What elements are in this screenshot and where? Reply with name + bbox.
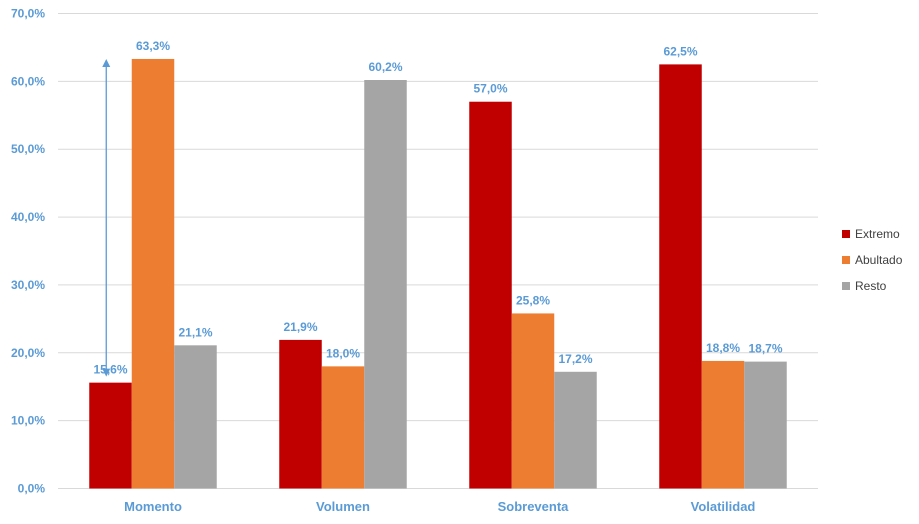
- bar-abultado-volumen: [321, 366, 365, 489]
- data-label: 62,5%: [663, 44, 697, 58]
- legend: Extremo Abultado Resto: [842, 227, 903, 293]
- category-label: Sobreventa: [498, 499, 570, 514]
- category-label: Volatilidad: [691, 499, 756, 514]
- data-label: 57,0%: [473, 82, 507, 96]
- data-label: 21,9%: [283, 320, 317, 334]
- bar-extremo-volumen: [279, 339, 322, 489]
- data-label: 15,6%: [93, 363, 127, 377]
- category-label: Momento: [124, 499, 182, 514]
- data-labels: 15,6% 63,3% 21,1% 21,9% 18,0% 60,2% 57,0% 25,8%…: [93, 39, 782, 377]
- data-label: 18,0%: [326, 346, 360, 360]
- bar-abultado-momento: [131, 58, 175, 489]
- bar-resto-momento: [174, 345, 217, 489]
- legend-swatch: [842, 282, 850, 290]
- bar-abultado-volatilidad: [701, 360, 745, 489]
- data-label: 21,1%: [178, 325, 212, 339]
- legend-label: Abultado: [855, 253, 903, 267]
- data-label: 18,7%: [748, 342, 782, 356]
- legend-label: Extremo: [855, 227, 900, 241]
- legend-label: Resto: [855, 279, 887, 293]
- data-label: 25,8%: [516, 293, 550, 307]
- y-tick-label: 0,0%: [18, 482, 46, 496]
- arrow-head-up-icon: [102, 58, 111, 67]
- bar-extremo-momento: [89, 382, 132, 489]
- category-label: Volumen: [316, 499, 370, 514]
- y-axis-tick-labels: 0,0% 10,0% 20,0% 30,0% 40,0% 50,0% 60,0% 70,0%: [11, 7, 45, 496]
- data-label: 63,3%: [136, 39, 170, 53]
- y-tick-label: 10,0%: [11, 414, 45, 428]
- category-labels: Momento Volumen Sobreventa Volatilidad: [124, 499, 755, 514]
- bar-extremo-sobreventa: [469, 101, 512, 489]
- y-tick-label: 20,0%: [11, 346, 45, 360]
- y-tick-label: 40,0%: [11, 210, 45, 224]
- data-label: 60,2%: [368, 60, 402, 74]
- y-tick-label: 70,0%: [11, 7, 45, 21]
- y-tick-label: 50,0%: [11, 142, 45, 156]
- y-tick-label: 60,0%: [11, 74, 45, 88]
- bar-resto-volatilidad: [744, 361, 787, 489]
- legend-swatch: [842, 256, 850, 264]
- bar-abultado-sobreventa: [511, 313, 555, 489]
- arrow-head-down-icon: [102, 368, 111, 377]
- bars: [89, 58, 787, 489]
- data-label: 18,8%: [706, 341, 740, 355]
- bar-extremo-volatilidad: [659, 64, 702, 489]
- y-tick-label: 30,0%: [11, 278, 45, 292]
- legend-swatch: [842, 230, 850, 238]
- bar-resto-volumen: [364, 80, 407, 489]
- bar-resto-sobreventa: [554, 371, 597, 489]
- data-label: 17,2%: [558, 352, 592, 366]
- range-arrow-annotation: [102, 58, 111, 377]
